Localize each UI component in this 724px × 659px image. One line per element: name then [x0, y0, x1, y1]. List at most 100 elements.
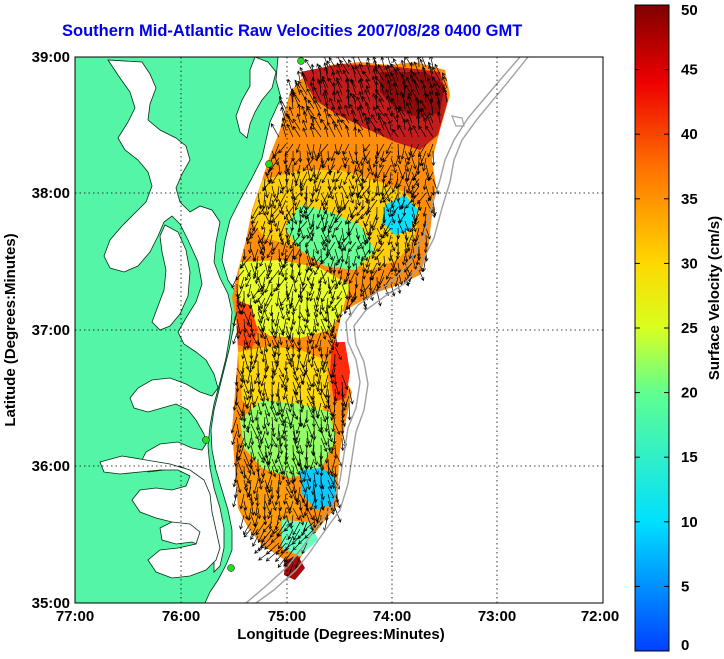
velocity-arrow	[268, 479, 273, 493]
velocity-arrow	[343, 276, 350, 286]
velocity-arrow	[367, 199, 378, 214]
velocity-arrow	[348, 59, 357, 75]
velocity-arrow	[273, 283, 280, 293]
velocity-arrow	[343, 157, 350, 168]
velocity-arrow	[278, 409, 286, 424]
velocity-arrow	[234, 374, 239, 387]
velocity-arrow	[261, 395, 266, 408]
velocity-arrow	[420, 220, 427, 237]
y-tick-label: 35:00	[32, 595, 70, 612]
velocity-arrow	[366, 178, 371, 195]
velocity-arrow	[243, 381, 250, 395]
velocity-arrow	[252, 290, 259, 299]
velocity-arrow	[332, 395, 337, 406]
velocity-arrow	[258, 535, 266, 552]
velocity-arrow	[264, 458, 272, 475]
velocity-arrow	[341, 374, 349, 391]
velocity-arrow	[290, 88, 295, 103]
velocity-arrow	[308, 283, 315, 297]
velocity-arrow	[272, 150, 280, 160]
velocity-arrow	[261, 220, 266, 231]
velocity-arrow	[297, 220, 308, 233]
velocity-arrow	[309, 81, 315, 96]
velocity-arrow	[335, 220, 343, 231]
velocity-arrow	[334, 311, 340, 324]
velocity-arrow	[336, 290, 343, 300]
velocity-arrow	[310, 143, 315, 160]
velocity-arrow	[406, 178, 413, 194]
velocity-arrow	[264, 486, 272, 503]
velocity-arrow	[337, 234, 343, 245]
velocity-arrow	[431, 150, 436, 167]
velocity-arrow	[354, 276, 359, 289]
velocity-arrow	[377, 276, 385, 290]
velocity-arrow	[404, 157, 410, 173]
velocity-arrow	[295, 353, 301, 372]
velocity-arrow	[317, 112, 322, 124]
velocity-arrow	[308, 430, 315, 448]
velocity-arrow	[327, 430, 333, 443]
velocity-arrow	[275, 220, 280, 233]
velocity-arrow	[292, 409, 298, 420]
velocity-arrow	[292, 521, 301, 536]
velocity-arrow	[289, 234, 301, 249]
velocity-arrow	[271, 458, 279, 474]
velocity-arrow	[379, 192, 385, 204]
velocity-arrow	[298, 150, 303, 163]
velocity-arrow	[299, 325, 305, 335]
velocity-arrow	[271, 437, 278, 448]
velocity-arrow	[278, 535, 287, 550]
velocity-arrow	[273, 360, 280, 377]
pamlico-sound	[99, 455, 221, 579]
velocity-arrow	[259, 430, 266, 445]
velocity-arrow	[328, 164, 336, 173]
velocity-arrow	[252, 395, 259, 409]
velocity-arrow	[350, 206, 357, 218]
velocity-arrow	[271, 500, 277, 512]
isobath-line-2	[255, 57, 529, 603]
velocity-arrow	[312, 514, 317, 529]
velocity-arrow	[302, 127, 308, 138]
velocity-arrow	[289, 395, 294, 408]
velocity-arrow	[247, 437, 252, 450]
velocity-arrow	[278, 416, 285, 427]
velocity-arrow	[315, 283, 322, 301]
velocity-arrow	[291, 150, 296, 162]
velocity-arrow	[310, 276, 315, 287]
velocity-arrow	[427, 143, 434, 158]
velocity-arrow	[286, 123, 294, 138]
velocity-arrow	[232, 472, 238, 488]
velocity-arrow	[299, 444, 304, 455]
velocity-arrow	[405, 199, 413, 209]
velocity-arrow	[383, 199, 390, 213]
velocity-arrow	[264, 199, 270, 216]
velocity-arrow	[289, 416, 294, 430]
velocity-arrow	[264, 185, 269, 199]
velocity-arrow	[394, 157, 399, 168]
velocity-arrow	[412, 71, 420, 82]
velocity-arrow	[299, 206, 305, 219]
velocity-arrow	[338, 304, 343, 318]
velocity-arrow	[379, 157, 385, 169]
velocity-arrow	[282, 388, 287, 401]
velocity-arrow	[418, 269, 425, 282]
velocity-arrow	[292, 542, 301, 551]
velocity-arrow	[378, 64, 385, 75]
velocity-arrow	[299, 283, 304, 300]
velocity-arrow	[271, 325, 277, 339]
velocity-arrow	[334, 332, 339, 348]
velocity-arrow	[370, 113, 378, 124]
velocity-arrow	[310, 220, 315, 237]
velocity-arrow	[322, 234, 329, 245]
velocity-arrow	[335, 255, 343, 267]
velocity-arrow	[292, 367, 299, 381]
velocity-arrow	[267, 451, 273, 466]
velocity-arrow	[285, 367, 290, 382]
velocity-arrow	[294, 199, 301, 211]
velocity-arrow	[278, 332, 283, 346]
velocity-arrow	[243, 423, 249, 434]
velocity-arrow	[292, 493, 299, 506]
velocity-arrow	[387, 234, 392, 246]
velocity-arrow	[231, 430, 238, 446]
velocity-arrow	[278, 367, 285, 378]
